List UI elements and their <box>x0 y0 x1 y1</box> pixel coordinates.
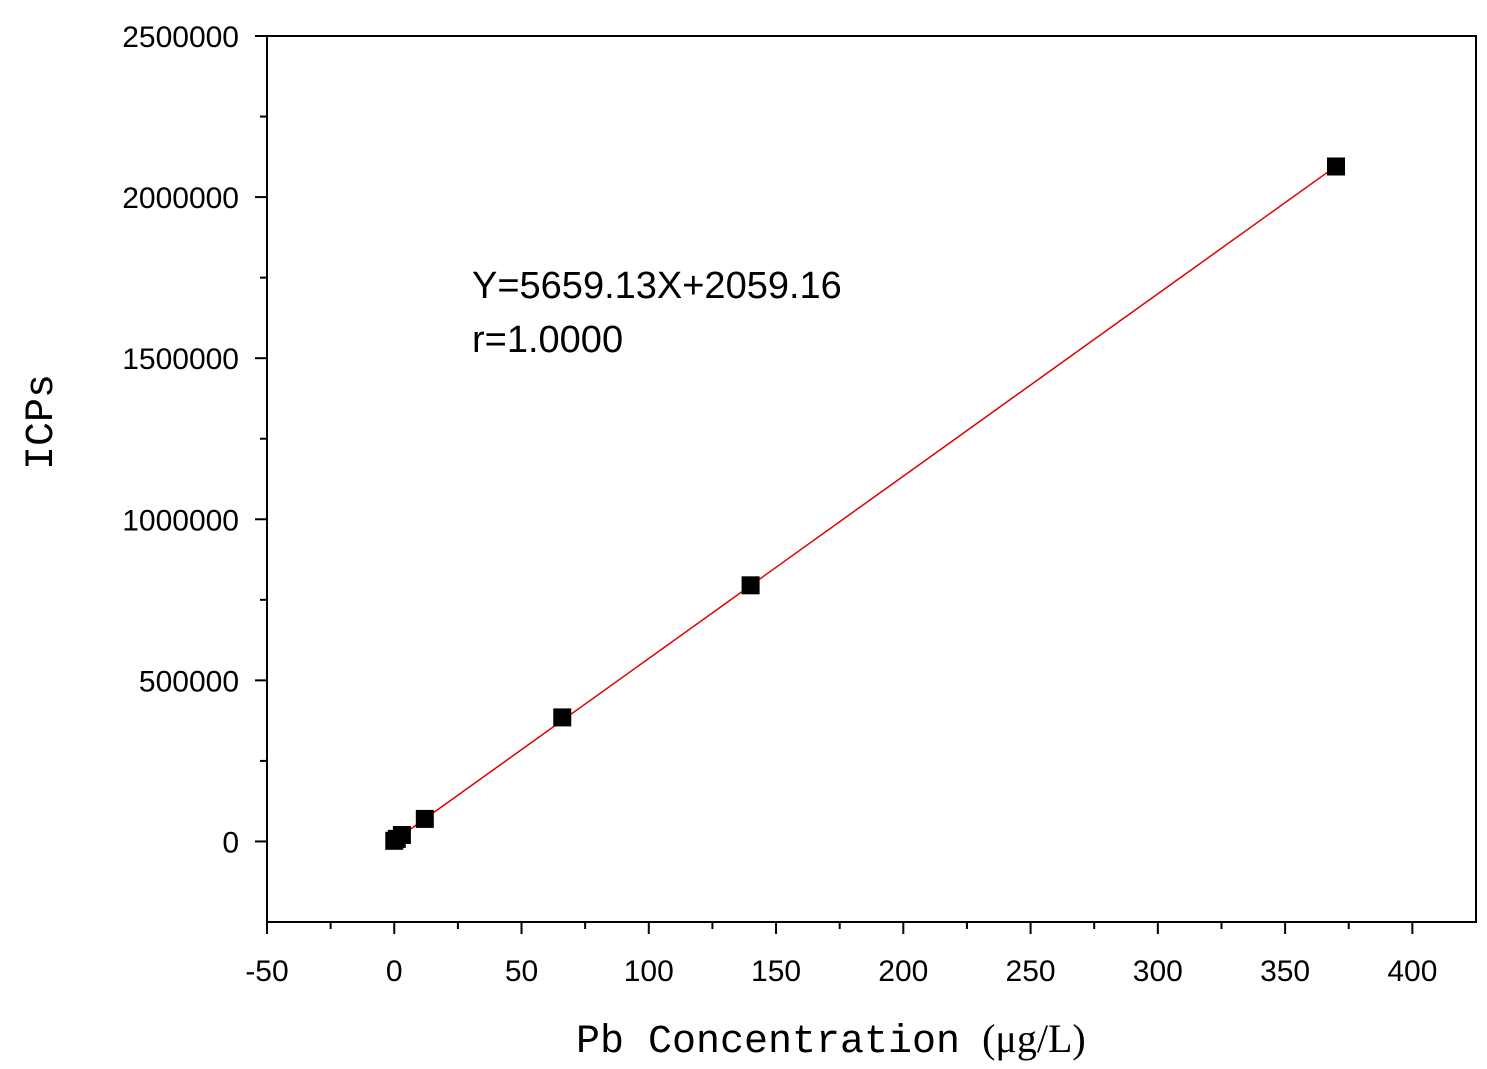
y-tick-label: 2000000 <box>122 182 239 215</box>
fit-line-group <box>393 165 1337 842</box>
y-tick-label: 500000 <box>139 665 239 698</box>
x-axis-title: Pb Concentration (μg/L) <box>576 1016 1086 1065</box>
y-tick-label: 0 <box>222 826 239 859</box>
y-axis-title: ICPs <box>20 374 65 470</box>
annotation-r: r=1.0000 <box>472 319 623 361</box>
x-tick-label: 100 <box>624 955 674 988</box>
x-axis-ticks: -50 0 50 100 150 200 250 300 350 400 <box>245 922 1437 988</box>
data-point <box>1327 157 1346 176</box>
y-tick-label: 1500000 <box>122 343 239 376</box>
y-axis-ticks: 0 500000 1000000 1500000 2000000 2500000 <box>122 21 267 859</box>
y-tick-label: 1000000 <box>122 504 239 537</box>
x-tick-label: 400 <box>1387 955 1437 988</box>
fit-line <box>393 165 1337 842</box>
x-tick-label: 0 <box>386 955 403 988</box>
x-tick-label: 350 <box>1260 955 1310 988</box>
x-tick-label: 150 <box>751 955 801 988</box>
data-points <box>385 157 1346 850</box>
data-point <box>392 826 411 845</box>
x-axis-title-unit: (μg/L) <box>982 1016 1086 1061</box>
data-point <box>553 708 572 727</box>
x-tick-label: 50 <box>505 955 538 988</box>
x-tick-label: 300 <box>1133 955 1183 988</box>
x-axis-title-text: Pb Concentration <box>576 1020 960 1065</box>
x-tick-label: -50 <box>245 955 288 988</box>
x-tick-label: 200 <box>878 955 928 988</box>
data-point <box>415 809 434 828</box>
plot-frame <box>266 35 1477 923</box>
data-point <box>741 576 760 595</box>
annotation-equation: Y=5659.13X+2059.16 <box>472 265 842 307</box>
y-tick-label: 2500000 <box>122 21 239 54</box>
x-tick-label: 250 <box>1006 955 1056 988</box>
